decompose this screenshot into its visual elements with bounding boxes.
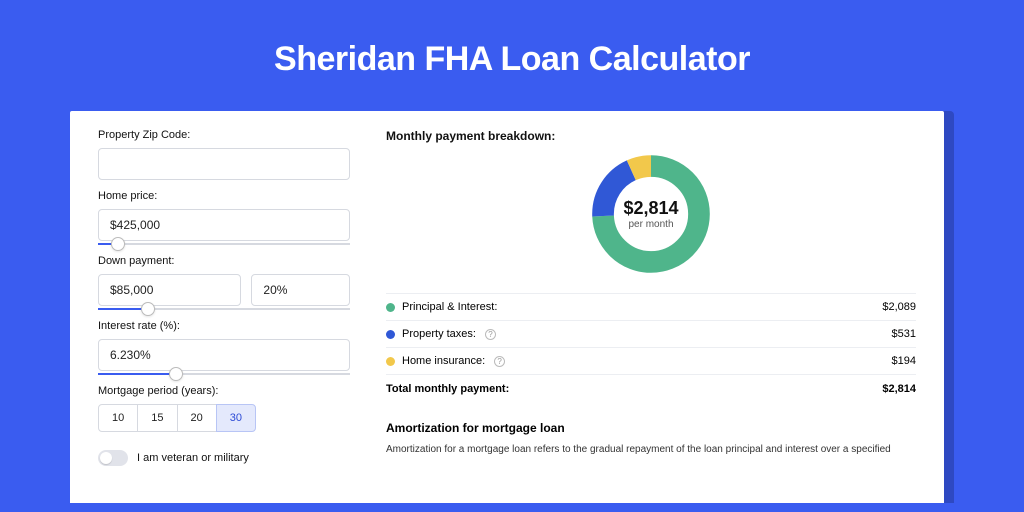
mortgage-period-15[interactable]: 15 — [137, 404, 177, 432]
breakdown-row: Principal & Interest: $2,089 — [386, 293, 916, 320]
slider-fill — [98, 373, 176, 375]
calculator-card: Property Zip Code: Home price: Down paym… — [70, 111, 944, 503]
card-shadow: Property Zip Code: Home price: Down paym… — [70, 111, 954, 503]
down-payment-label: Down payment: — [98, 255, 350, 267]
info-icon[interactable]: ? — [485, 329, 496, 340]
total-label: Total monthly payment: — [386, 383, 509, 395]
breakdown-column: Monthly payment breakdown: $2,814 per mo… — [386, 129, 916, 495]
breakdown-row: Home insurance:? $194 — [386, 347, 916, 374]
legend-dot-icon — [386, 303, 395, 312]
slider-thumb[interactable] — [111, 237, 125, 251]
down-payment-input[interactable] — [98, 274, 241, 306]
form-column: Property Zip Code: Home price: Down paym… — [98, 129, 350, 495]
breakdown-row: Property taxes:? $531 — [386, 320, 916, 347]
legend-dot-icon — [386, 357, 395, 366]
slider-thumb[interactable] — [169, 367, 183, 381]
interest-rate-label: Interest rate (%): — [98, 320, 350, 332]
donut-center: $2,814 per month — [586, 149, 716, 279]
breakdown-label: Home insurance: — [402, 355, 485, 367]
legend-dot-icon — [386, 330, 395, 339]
donut-amount: $2,814 — [623, 198, 678, 219]
total-value: $2,814 — [882, 383, 916, 395]
home-price-label: Home price: — [98, 190, 350, 202]
toggle-knob — [100, 452, 112, 464]
mortgage-period-label: Mortgage period (years): — [98, 385, 350, 397]
interest-rate-slider[interactable] — [98, 373, 350, 375]
mortgage-period-10[interactable]: 10 — [98, 404, 138, 432]
breakdown-label: Principal & Interest: — [402, 301, 497, 313]
home-price-input[interactable] — [98, 209, 350, 241]
veteran-label: I am veteran or military — [137, 452, 249, 464]
page-container: Sheridan FHA Loan Calculator Property Zi… — [0, 0, 1024, 503]
breakdown-total-row: Total monthly payment: $2,814 — [386, 374, 916, 403]
zip-label: Property Zip Code: — [98, 129, 350, 141]
info-icon[interactable]: ? — [494, 356, 505, 367]
zip-input[interactable] — [98, 148, 350, 180]
interest-rate-input[interactable] — [98, 339, 350, 371]
home-price-slider[interactable] — [98, 243, 350, 245]
down-payment-slider[interactable] — [98, 308, 350, 310]
veteran-toggle[interactable] — [98, 450, 128, 466]
donut-subtitle: per month — [628, 219, 673, 230]
down-payment-pct-input[interactable] — [251, 274, 350, 306]
slider-thumb[interactable] — [141, 302, 155, 316]
donut-chart: $2,814 per month — [386, 149, 916, 279]
amortization-text: Amortization for a mortgage loan refers … — [386, 443, 916, 457]
breakdown-value: $531 — [892, 328, 916, 340]
mortgage-period-20[interactable]: 20 — [177, 404, 217, 432]
page-title: Sheridan FHA Loan Calculator — [40, 40, 984, 79]
amortization-title: Amortization for mortgage loan — [386, 421, 916, 435]
breakdown-value: $2,089 — [882, 301, 916, 313]
breakdown-label: Property taxes: — [402, 328, 476, 340]
mortgage-period-30[interactable]: 30 — [216, 404, 256, 432]
mortgage-period-group: 10152030 — [98, 404, 350, 432]
breakdown-value: $194 — [892, 355, 916, 367]
breakdown-title: Monthly payment breakdown: — [386, 129, 916, 143]
